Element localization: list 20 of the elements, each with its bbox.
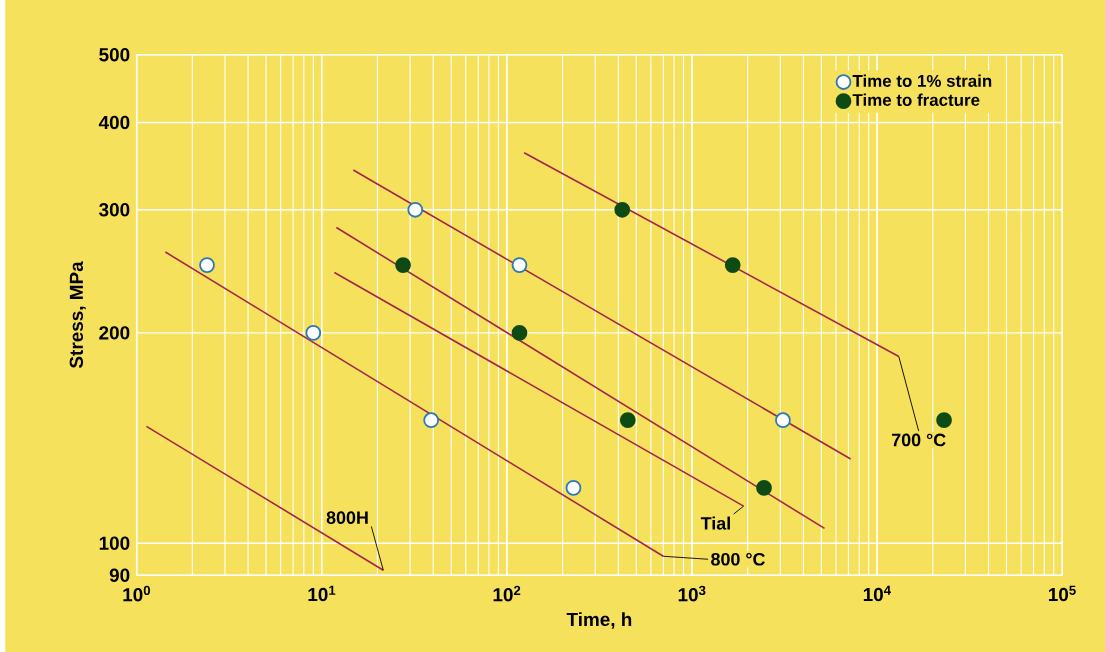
- x-tick-label: 10$^{5}$: [1048, 585, 1076, 602]
- y-tick-label: 100: [99, 536, 130, 550]
- x-tick-label: 10$^{2}$: [493, 585, 521, 602]
- x-tick-label: 10$^{4}$: [863, 585, 891, 602]
- legend-label: Time to fracture: [852, 93, 980, 107]
- x-tick-label: 10$^{0}$: [123, 585, 151, 602]
- x-axis-title: Time, h: [566, 612, 632, 629]
- y-axis-title: Stress, MPa: [69, 261, 86, 369]
- legend-label: Time to 1% strain: [852, 74, 992, 87]
- y-tick-label: 500: [99, 48, 130, 62]
- annotation: 800H: [326, 511, 368, 525]
- y-tick-label: 300: [99, 203, 130, 217]
- y-tick-label: 400: [98, 115, 130, 130]
- y-tick-label: 90: [109, 568, 130, 582]
- x-tick-label: 10$^{1}$: [308, 585, 336, 602]
- annotation: 700 °C: [891, 433, 946, 447]
- y-tick-label: 200: [99, 326, 130, 340]
- x-tick-label: 10$^{3}$: [678, 585, 706, 602]
- annotation: Tial: [700, 516, 730, 530]
- annotation: 800 °C: [711, 552, 765, 566]
